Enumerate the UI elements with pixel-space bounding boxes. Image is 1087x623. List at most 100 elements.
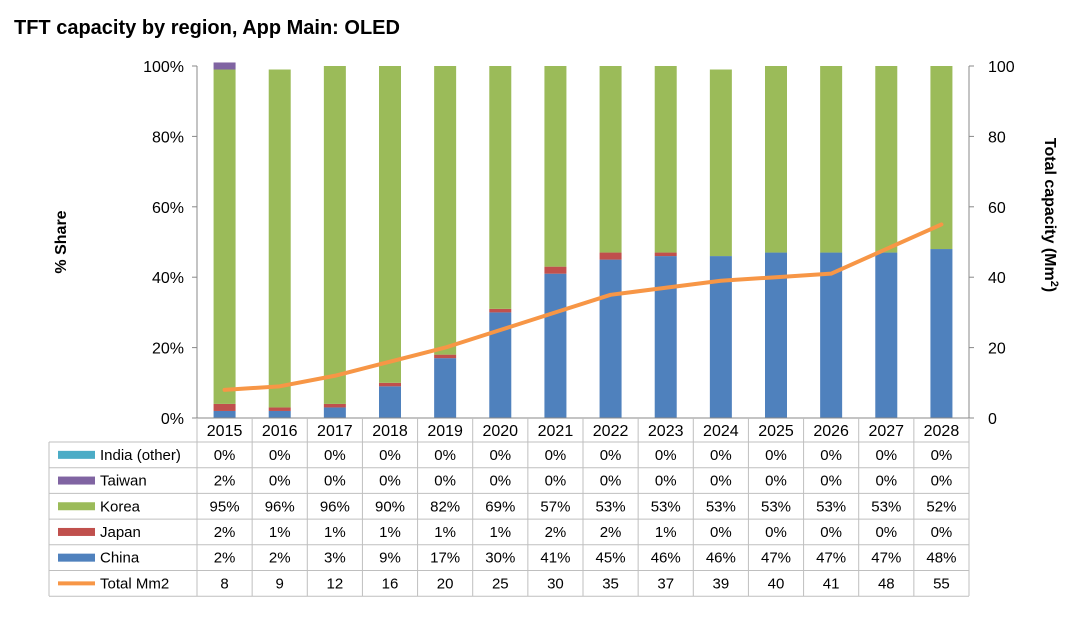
legend-label-china: China — [100, 550, 140, 567]
legend-key-china — [58, 553, 95, 562]
table-cell-japan-2025: 0% — [765, 524, 787, 541]
bar-japan-2020 — [489, 308, 512, 313]
bar-japan-2018 — [379, 382, 401, 387]
table-cell-japan-2028: 0% — [931, 524, 953, 541]
table-cell-korea-2028: 52% — [926, 498, 956, 515]
table-cell-taiwan-2022: 0% — [600, 473, 622, 490]
table-cell-japan-2019: 1% — [434, 524, 456, 541]
table-cell-total-mm2-2019: 20 — [437, 575, 454, 592]
legend-label-india-other: India (other) — [100, 447, 181, 464]
table-cell-taiwan-2018: 0% — [379, 473, 401, 490]
point-total-mm2-2019 — [444, 347, 446, 349]
bar-korea-2025 — [765, 66, 787, 253]
y2-tick-label: 0 — [988, 411, 997, 428]
bar-china-2025 — [765, 252, 787, 418]
table-cell-total-mm2-2018: 16 — [382, 575, 399, 592]
bar-korea-2022 — [599, 66, 622, 253]
x-tick-label: 2023 — [648, 423, 684, 440]
point-total-mm2-2028 — [940, 223, 942, 225]
y2-tick-label: 100 — [988, 59, 1015, 76]
y2-tick-label: 20 — [988, 341, 1006, 358]
point-total-mm2-2026 — [830, 273, 832, 275]
bar-china-2023 — [654, 256, 677, 418]
bar-japan-2015 — [213, 403, 236, 411]
table-cell-china-2019: 17% — [430, 550, 460, 567]
table-cell-china-2026: 47% — [816, 550, 846, 567]
table-cell-china-2027: 47% — [871, 550, 901, 567]
table-cell-total-mm2-2025: 40 — [768, 575, 785, 592]
point-total-mm2-2025 — [775, 276, 777, 278]
table-cell-taiwan-2021: 0% — [545, 473, 567, 490]
table-cell-india-other-2022: 0% — [600, 447, 622, 464]
table-cell-korea-2020: 69% — [485, 498, 515, 515]
table-cell-japan-2020: 1% — [489, 524, 511, 541]
bar-china-2020 — [489, 312, 512, 418]
y2-axis-title-sup: 2 — [1048, 281, 1060, 287]
point-total-mm2-2022 — [610, 294, 612, 296]
table-cell-india-other-2028: 0% — [931, 447, 953, 464]
bar-japan-2021 — [544, 266, 567, 274]
data-table: 2015 2016 2017 2018 2019 2020 2021 2022 2023 2024… — [48, 418, 970, 597]
table-cell-korea-2023: 53% — [651, 498, 681, 515]
table-cell-korea-2022: 53% — [596, 498, 626, 515]
table-cell-total-mm2-2023: 37 — [657, 575, 674, 592]
table-cell-total-mm2-2017: 12 — [327, 575, 344, 592]
table-cell-taiwan-2026: 0% — [820, 473, 842, 490]
bar-japan-2016 — [268, 407, 291, 411]
table-cell-total-mm2-2021: 30 — [547, 575, 564, 592]
table-cell-taiwan-2023: 0% — [655, 473, 677, 490]
table-cell-total-mm2-2027: 48 — [878, 575, 895, 592]
table-cell-total-mm2-2016: 9 — [276, 575, 284, 592]
bar-china-2027 — [875, 252, 898, 418]
table-cell-japan-2015: 2% — [214, 524, 236, 541]
table-cell-taiwan-2024: 0% — [710, 473, 732, 490]
table-cell-total-mm2-2026: 41 — [823, 575, 840, 592]
table-cell-india-other-2018: 0% — [379, 447, 401, 464]
table-cell-taiwan-2020: 0% — [489, 473, 511, 490]
table-cell-korea-2021: 57% — [540, 498, 570, 515]
bar-china-2015 — [213, 410, 236, 418]
y2-tick-label: 60 — [988, 200, 1006, 217]
chart-title: TFT capacity by region, App Main: OLED — [14, 17, 400, 39]
bar-china-2017 — [323, 407, 346, 418]
table-cell-india-other-2019: 0% — [434, 447, 456, 464]
table-cell-china-2018: 9% — [379, 550, 401, 567]
y2-tick-label: 40 — [988, 270, 1006, 287]
legend-label-japan: Japan — [100, 524, 141, 541]
bar-korea-2017 — [323, 66, 346, 404]
table-cell-total-mm2-2015: 8 — [220, 575, 228, 592]
bar-korea-2016 — [268, 69, 291, 408]
table-cell-taiwan-2025: 0% — [765, 473, 787, 490]
bar-korea-2023 — [654, 66, 677, 253]
table-cell-japan-2027: 0% — [875, 524, 897, 541]
y2-tick-label: 80 — [988, 129, 1006, 146]
table-cell-total-mm2-2024: 39 — [713, 575, 730, 592]
table-cell-china-2028: 48% — [926, 550, 956, 567]
table-cell-korea-2027: 53% — [871, 498, 901, 515]
x-tick-label: 2028 — [924, 423, 960, 440]
table-cell-taiwan-2017: 0% — [324, 473, 346, 490]
table-cell-japan-2017: 1% — [324, 524, 346, 541]
table-cell-korea-2015: 95% — [210, 498, 240, 515]
table-cell-india-other-2025: 0% — [765, 447, 787, 464]
table-cell-japan-2024: 0% — [710, 524, 732, 541]
table-cell-korea-2016: 96% — [265, 498, 295, 515]
x-tick-label: 2025 — [758, 423, 794, 440]
x-tick-label: 2021 — [538, 423, 574, 440]
bar-japan-2019 — [434, 354, 457, 359]
table-cell-total-mm2-2028: 55 — [933, 575, 950, 592]
y-tick-label: 40% — [152, 270, 184, 287]
x-tick-label: 2016 — [262, 423, 298, 440]
table-cell-japan-2023: 1% — [655, 524, 677, 541]
table-cell-china-2020: 30% — [485, 550, 515, 567]
point-total-mm2-2018 — [389, 361, 391, 363]
point-total-mm2-2023 — [665, 287, 667, 289]
table-cell-china-2015: 2% — [214, 550, 236, 567]
x-tick-label: 2015 — [207, 423, 243, 440]
bar-taiwan-2015 — [213, 62, 236, 70]
table-cell-korea-2024: 53% — [706, 498, 736, 515]
table-cell-china-2023: 46% — [651, 550, 681, 567]
table-cell-china-2017: 3% — [324, 550, 346, 567]
table-cell-korea-2018: 90% — [375, 498, 405, 515]
legend-key-japan — [58, 527, 95, 536]
